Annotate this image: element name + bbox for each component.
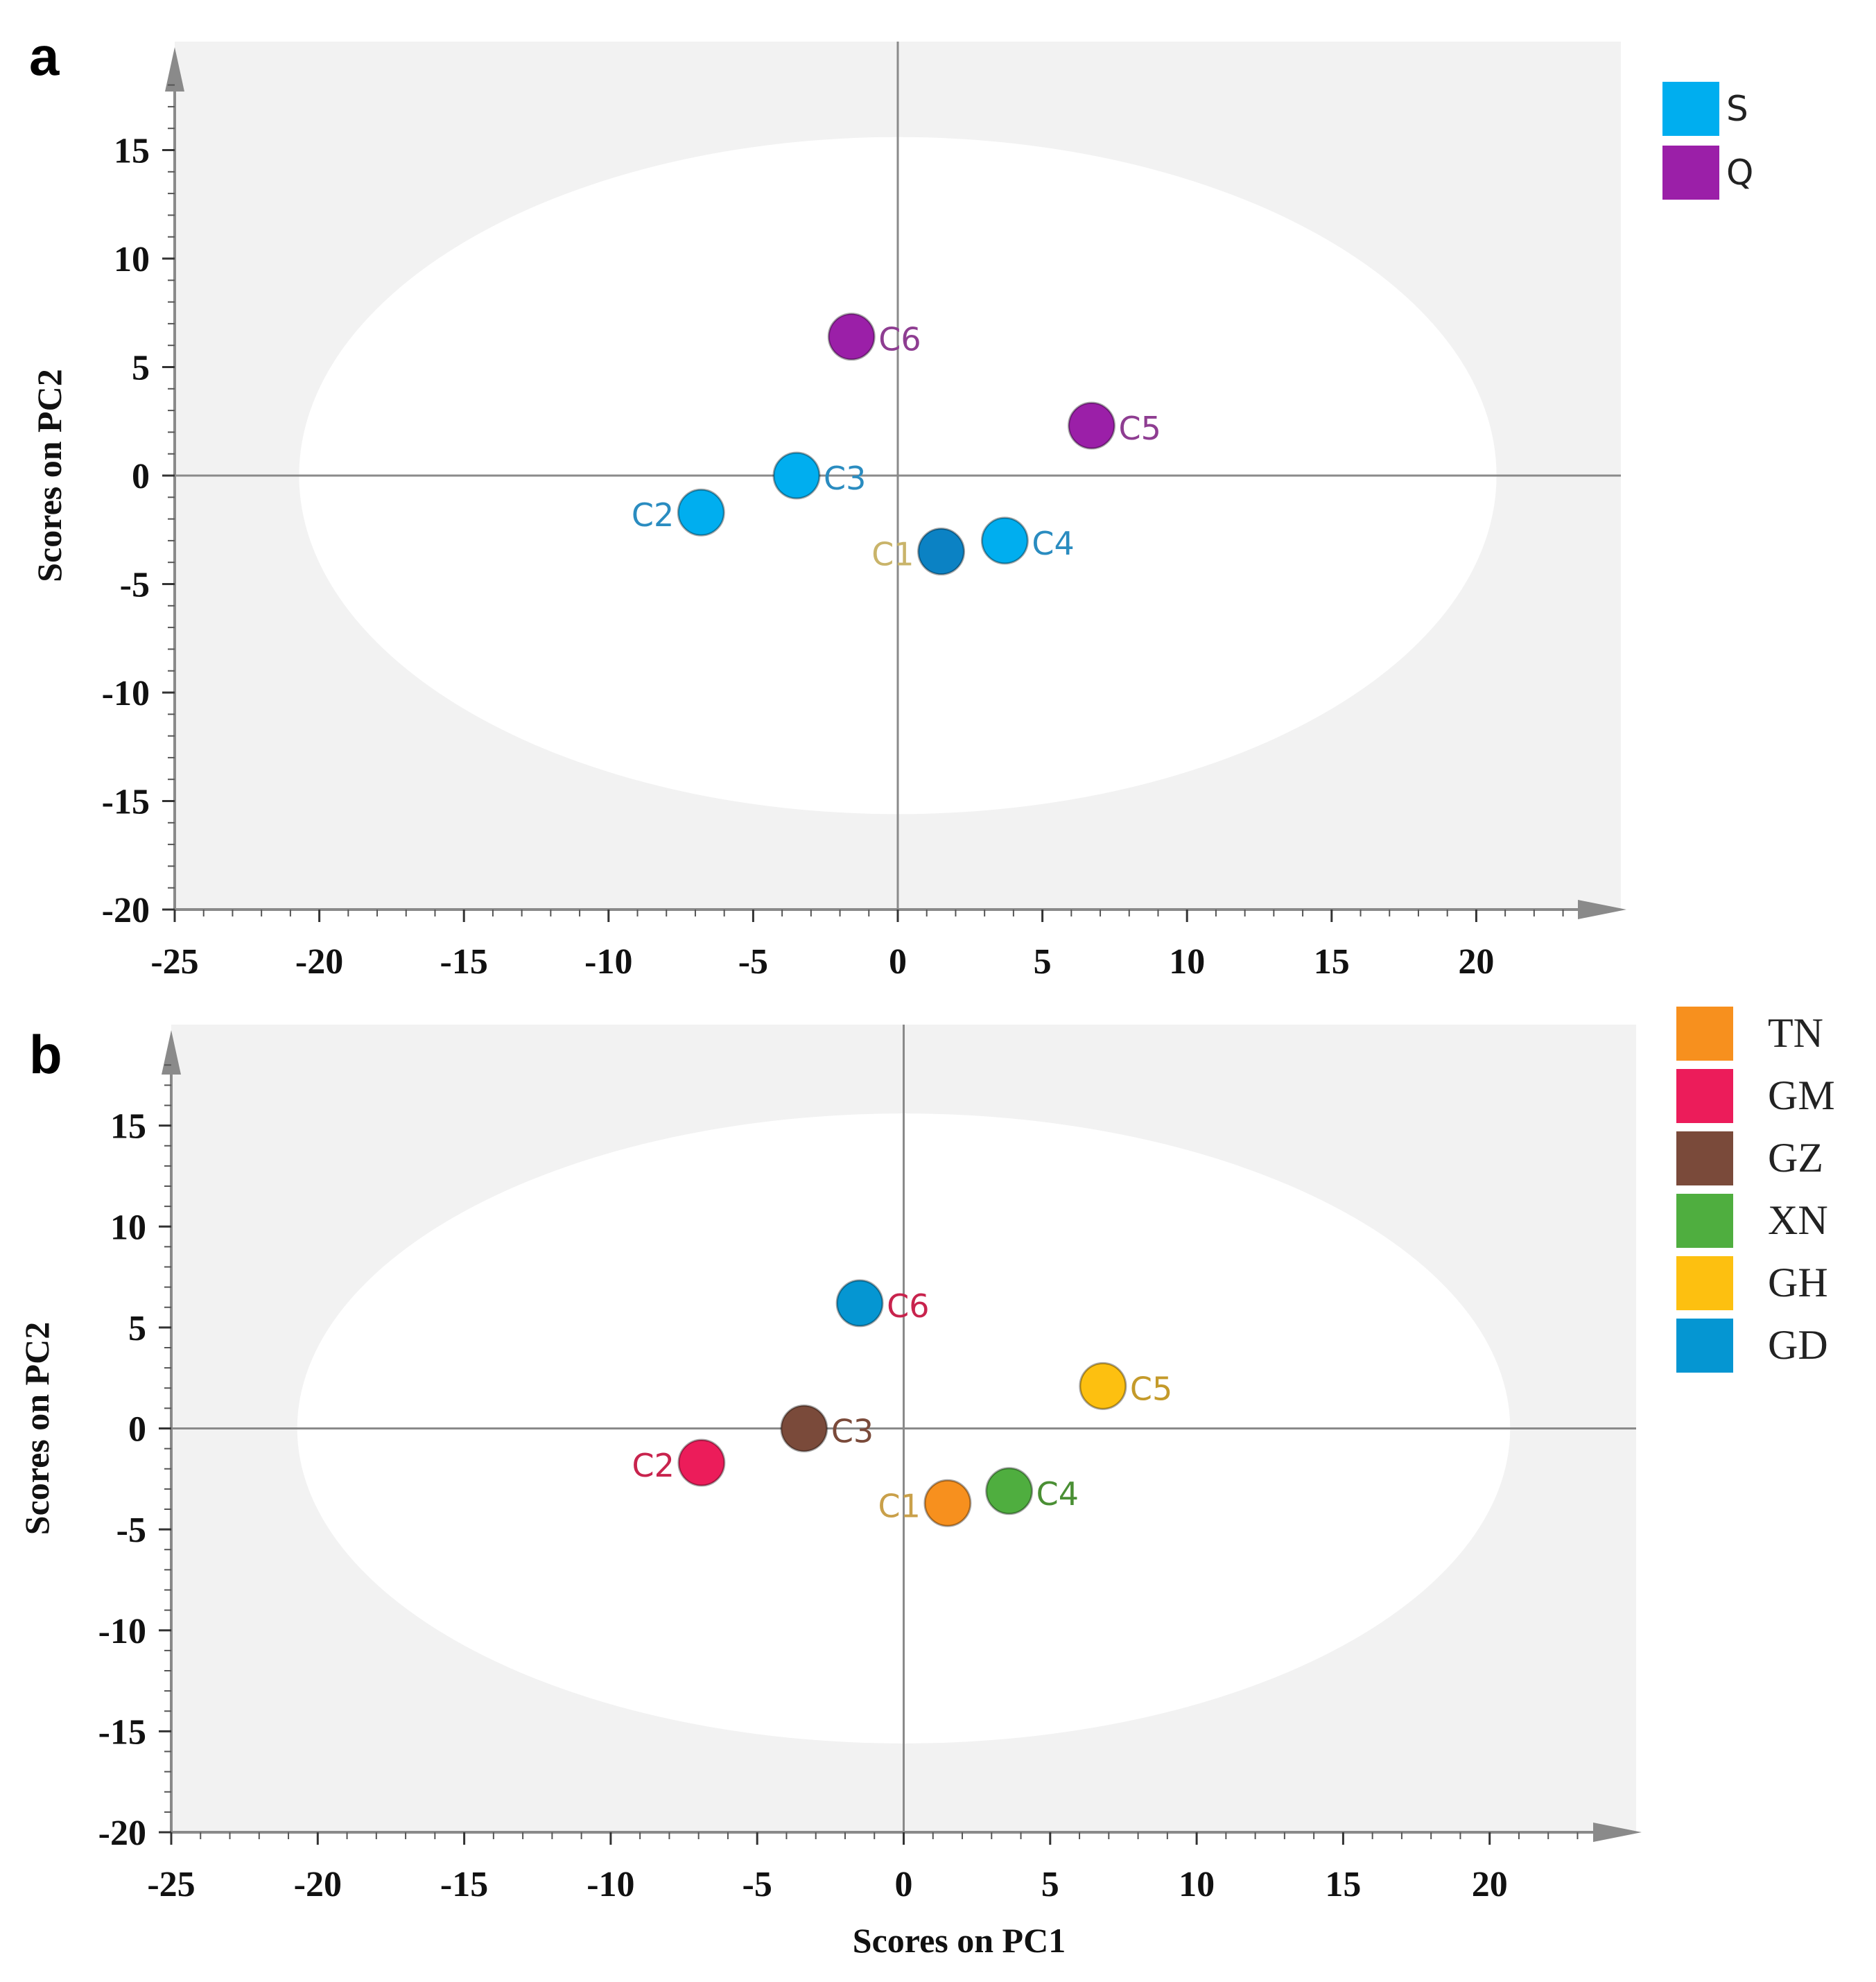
x-tick-label: 0	[889, 942, 907, 982]
y-tick-label: -10	[98, 1612, 146, 1651]
legend-swatch-gh	[1676, 1256, 1733, 1310]
legend-swatch-xn	[1676, 1194, 1733, 1248]
legend: TN GM GZ XN GH GD	[1676, 1007, 1835, 1373]
legend: SQ	[1662, 82, 1753, 200]
data-point-c6	[835, 1279, 884, 1328]
x-tick-label: 5	[1041, 1865, 1059, 1904]
x-tick-label: 20	[1472, 1865, 1508, 1904]
y-tick-label: -10	[102, 674, 150, 713]
legend-label: Q	[1726, 153, 1753, 193]
legend-label: S	[1726, 89, 1748, 129]
y-tick-label: 0	[128, 1410, 146, 1450]
data-point-c3	[772, 451, 821, 500]
y-axis-title: Scores on PC2	[30, 369, 69, 582]
y-tick-label: 5	[132, 349, 150, 388]
data-point-c6	[827, 313, 876, 361]
y-tick-label: 0	[132, 457, 150, 496]
point-label: C5	[1130, 1370, 1172, 1407]
x-axis-arrow	[1578, 900, 1626, 919]
y-tick-label: -5	[116, 1511, 146, 1550]
x-tick-label: 5	[1034, 942, 1052, 982]
x-tick-label: -20	[294, 1865, 342, 1904]
legend-swatch-gd	[1676, 1319, 1733, 1373]
data-point-c2	[677, 488, 725, 537]
legend-swatch-gm	[1676, 1069, 1733, 1123]
point-label: C3	[831, 1413, 874, 1450]
chart-panel-a: -25 -20 -15 -10 -5 0 5 10 15 20-20-15-10-5051015S…	[29, 26, 1753, 982]
data-point-c4	[980, 516, 1029, 565]
legend-swatch-q	[1662, 146, 1719, 200]
data-point-c1	[923, 1479, 972, 1527]
x-axis-arrow	[1593, 1823, 1642, 1842]
x-tick-label: 10	[1169, 942, 1205, 982]
y-tick-label: 10	[114, 240, 150, 279]
data-point-c5	[1068, 401, 1116, 450]
x-tick-label: 0	[895, 1865, 913, 1904]
y-tick-label: -15	[102, 783, 150, 822]
data-point-c3	[780, 1405, 828, 1452]
chart-panel-b: -25 -20 -15 -10 -5 0 5 10 15 20-20-15-10-5051015S…	[17, 1007, 1835, 1960]
data-point-c5	[1079, 1362, 1127, 1410]
x-tick-label: 15	[1314, 942, 1350, 982]
x-tick-label: -10	[587, 1865, 634, 1904]
point-label: C2	[632, 496, 674, 534]
x-tick-label: 20	[1458, 942, 1494, 982]
point-label: C6	[887, 1287, 929, 1325]
panel-letter: b	[29, 1024, 62, 1085]
point-label: C4	[1032, 525, 1074, 562]
y-axis-arrow	[165, 47, 184, 92]
y-tick-label: 15	[110, 1107, 146, 1147]
x-tick-label: -20	[295, 942, 343, 982]
data-point-c1	[917, 528, 966, 576]
legend-label: GZ	[1768, 1135, 1823, 1181]
point-label: C1	[878, 1487, 920, 1524]
legend-label: GM	[1768, 1072, 1835, 1118]
y-tick-label: 5	[128, 1309, 146, 1348]
legend-swatch-s	[1662, 82, 1719, 136]
data-point-c2	[677, 1438, 726, 1487]
legend-swatch-gz	[1676, 1131, 1733, 1185]
y-tick-label: -20	[98, 1814, 146, 1853]
x-tick-label: -25	[150, 942, 198, 982]
legend-label: TN	[1768, 1010, 1823, 1056]
point-label: C2	[632, 1447, 675, 1484]
x-tick-label: -5	[738, 942, 768, 982]
legend-label: XN	[1768, 1197, 1828, 1243]
y-tick-label: -15	[98, 1712, 146, 1752]
point-label: C3	[824, 460, 866, 497]
point-label: C4	[1036, 1475, 1079, 1513]
point-label: C6	[878, 321, 921, 358]
legend-label: GH	[1768, 1260, 1828, 1305]
y-axis-title: Scores on PC2	[17, 1322, 56, 1535]
legend-label: GD	[1768, 1322, 1828, 1368]
point-label: C5	[1119, 410, 1161, 447]
x-tick-label: 15	[1325, 1865, 1361, 1904]
x-tick-label: -15	[440, 1865, 488, 1904]
y-tick-label: 15	[114, 132, 150, 171]
legend-swatch-tn	[1676, 1007, 1733, 1061]
x-tick-label: -15	[440, 942, 488, 982]
data-point-c4	[985, 1467, 1034, 1515]
panel-letter: a	[29, 26, 60, 87]
y-axis-arrow	[162, 1030, 181, 1075]
x-tick-label: -25	[147, 1865, 195, 1904]
y-tick-label: 10	[110, 1208, 146, 1247]
x-tick-label: 10	[1179, 1865, 1215, 1904]
x-axis-title: Scores on PC1	[853, 1921, 1066, 1960]
y-tick-label: -5	[120, 566, 150, 605]
x-tick-label: -10	[584, 942, 632, 982]
y-tick-label: -20	[102, 891, 150, 930]
point-label: C1	[871, 536, 914, 573]
x-tick-label: -5	[742, 1865, 772, 1904]
